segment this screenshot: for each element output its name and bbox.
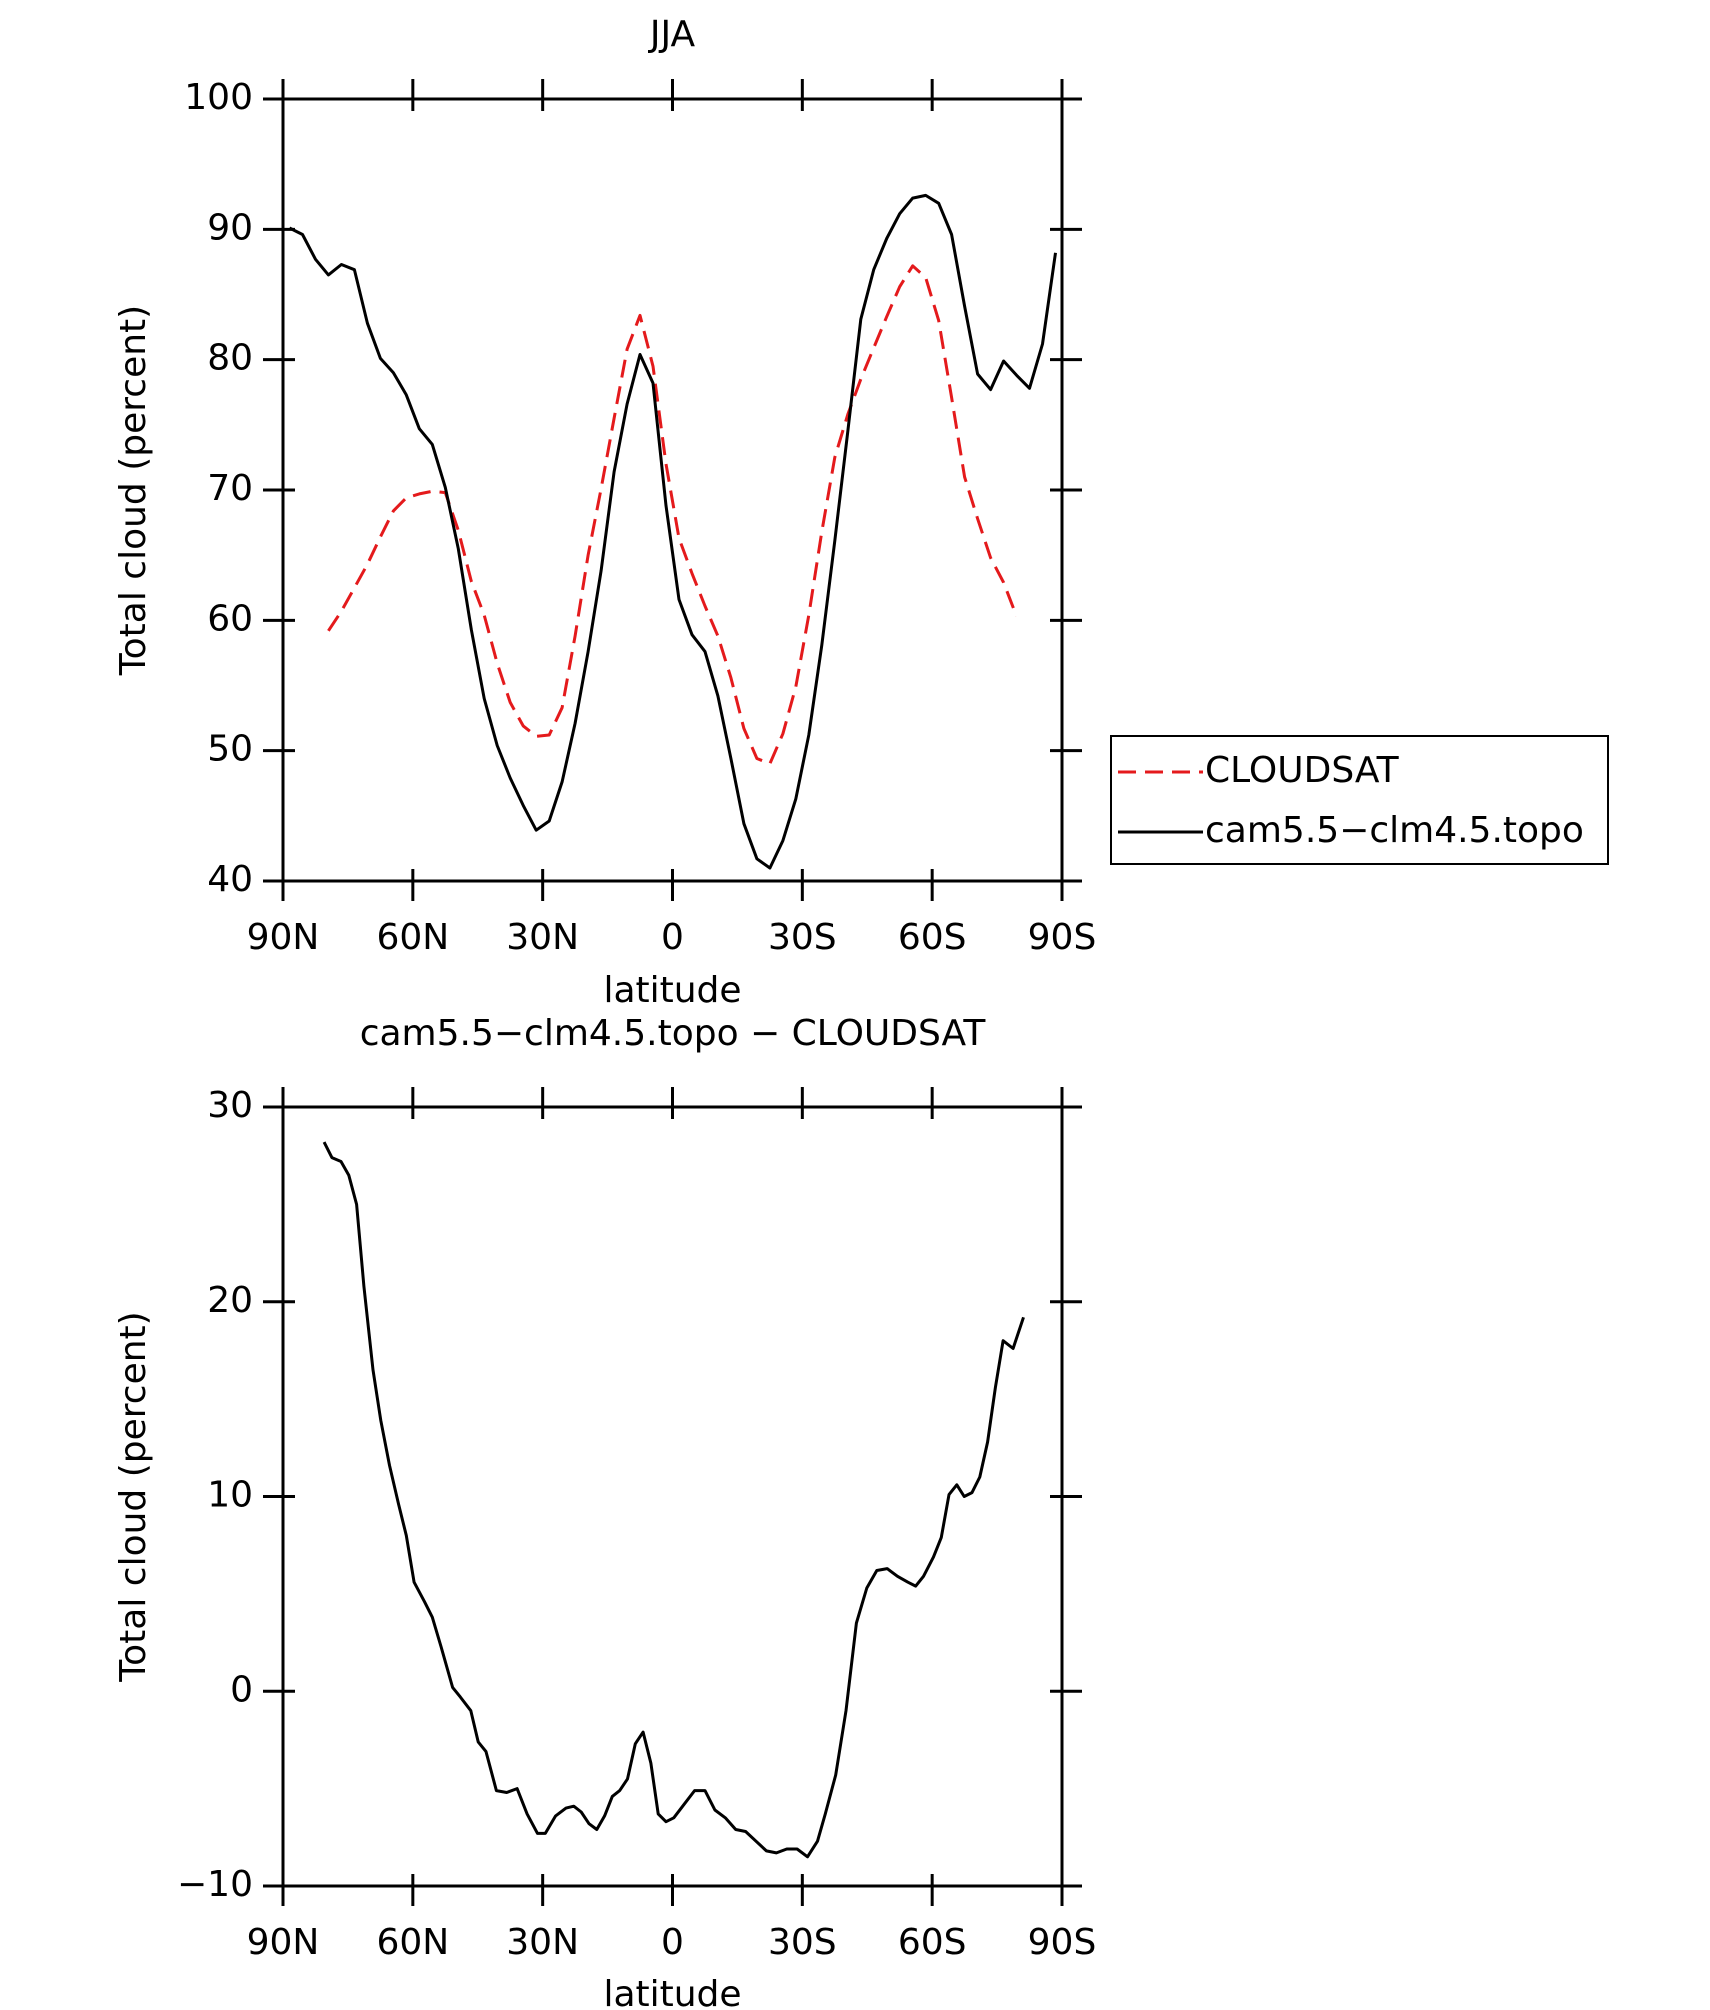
x-tick-label: 90N xyxy=(247,1922,320,1963)
x-tick-label: 30N xyxy=(506,917,579,958)
data-line xyxy=(327,264,1019,766)
data-line xyxy=(322,1141,1025,1859)
x-axis-title: latitude xyxy=(603,1974,741,2010)
x-tick-label: 30S xyxy=(768,1922,837,1963)
chart-title: cam5.5−clm4.5.topo − CLOUDSAT xyxy=(360,1013,987,1054)
x-tick-label: 0 xyxy=(661,1922,684,1963)
y-tick-label: −10 xyxy=(177,1864,253,1905)
y-tick-label: 100 xyxy=(184,77,253,118)
chart-title: JJA xyxy=(648,14,696,55)
plot-frame xyxy=(281,1105,1064,1888)
y-axis-title: Total cloud (percent) xyxy=(113,305,154,676)
y-axis-title: Total cloud (percent) xyxy=(113,1311,154,1682)
y-tick-label: 50 xyxy=(207,729,253,770)
y-tick-label: 20 xyxy=(207,1280,253,1321)
x-tick-label: 90S xyxy=(1028,1922,1097,1963)
x-tick-label: 60N xyxy=(376,1922,449,1963)
x-tick-label: 90S xyxy=(1028,917,1097,958)
y-tick-label: 70 xyxy=(207,468,253,509)
y-tick-label: 80 xyxy=(207,338,253,379)
y-tick-label: 90 xyxy=(207,207,253,248)
data-line xyxy=(288,193,1057,870)
y-tick-label: 30 xyxy=(207,1085,253,1126)
x-tick-label: 60S xyxy=(898,1922,967,1963)
x-tick-label: 30S xyxy=(768,917,837,958)
x-tick-label: 90N xyxy=(247,917,320,958)
x-axis-title: latitude xyxy=(603,970,741,1011)
x-tick-label: 30N xyxy=(506,1922,579,1963)
y-tick-label: 40 xyxy=(207,859,253,900)
y-tick-label: 10 xyxy=(207,1475,253,1516)
legend-label: CLOUDSAT xyxy=(1205,750,1400,791)
y-tick-label: 0 xyxy=(230,1669,253,1710)
legend-label: cam5.5−clm4.5.topo xyxy=(1205,810,1584,851)
legend-box xyxy=(1110,735,1609,865)
x-tick-label: 60S xyxy=(898,917,967,958)
y-tick-label: 60 xyxy=(207,598,253,639)
x-tick-label: 60N xyxy=(376,917,449,958)
x-tick-label: 0 xyxy=(661,917,684,958)
